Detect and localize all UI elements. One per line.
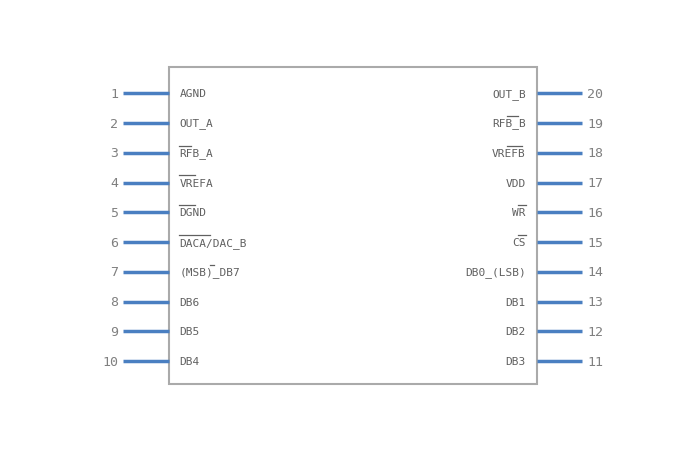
Text: DB1: DB1 xyxy=(506,297,526,307)
Text: 19: 19 xyxy=(588,117,603,130)
Text: 14: 14 xyxy=(588,266,603,279)
Text: WR: WR xyxy=(513,208,526,218)
Text: 9: 9 xyxy=(110,325,118,338)
Text: 6: 6 xyxy=(110,236,118,249)
Text: 11: 11 xyxy=(588,355,603,368)
Text: 3: 3 xyxy=(110,147,118,160)
Text: 2: 2 xyxy=(110,117,118,130)
Text: DB5: DB5 xyxy=(180,327,200,337)
Text: 13: 13 xyxy=(588,295,603,308)
Text: VREFA: VREFA xyxy=(180,178,213,188)
Text: 20: 20 xyxy=(588,87,603,101)
Text: 18: 18 xyxy=(588,147,603,160)
Bar xyxy=(169,68,537,384)
Text: DB2: DB2 xyxy=(506,327,526,337)
Text: DB6: DB6 xyxy=(180,297,200,307)
Text: RFB_A: RFB_A xyxy=(180,148,213,159)
Text: 10: 10 xyxy=(102,355,118,368)
Text: DB0_(LSB): DB0_(LSB) xyxy=(465,267,526,278)
Text: VREFB: VREFB xyxy=(492,148,526,158)
Text: (MSB)_DB7: (MSB)_DB7 xyxy=(180,267,240,278)
Text: 17: 17 xyxy=(588,177,603,190)
Text: 16: 16 xyxy=(588,207,603,219)
Text: RFB_B: RFB_B xyxy=(492,118,526,129)
Text: AGND: AGND xyxy=(180,89,206,99)
Text: DB3: DB3 xyxy=(506,356,526,367)
Text: OUT_A: OUT_A xyxy=(180,118,213,129)
Text: DACA/DAC_B: DACA/DAC_B xyxy=(180,237,247,248)
Text: 7: 7 xyxy=(110,266,118,279)
Text: OUT_B: OUT_B xyxy=(492,88,526,100)
Text: 8: 8 xyxy=(110,295,118,308)
Text: DB4: DB4 xyxy=(180,356,200,367)
Text: CS: CS xyxy=(513,238,526,248)
Text: DGND: DGND xyxy=(180,208,206,218)
Text: 5: 5 xyxy=(110,207,118,219)
Text: 4: 4 xyxy=(110,177,118,190)
Text: 15: 15 xyxy=(588,236,603,249)
Text: 12: 12 xyxy=(588,325,603,338)
Text: 1: 1 xyxy=(110,87,118,101)
Text: VDD: VDD xyxy=(506,178,526,188)
